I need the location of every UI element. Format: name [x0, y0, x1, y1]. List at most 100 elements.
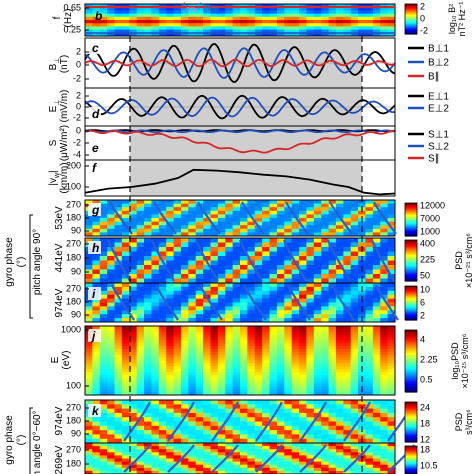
- heatmap-cell: [232, 200, 241, 205]
- colorbar-tick-label: 4: [420, 334, 425, 344]
- heatmap-cell: [151, 389, 160, 393]
- heatmap-cell: [240, 221, 248, 226]
- heatmap-cell: [107, 464, 116, 469]
- heatmap-cell: [144, 228, 152, 233]
- heatmap-cell: [121, 425, 130, 431]
- heatmap-cell: [144, 377, 152, 382]
- heatmap-cell: [284, 438, 293, 444]
- heatmap-cell: [335, 464, 344, 469]
- heatmap-cell: [107, 366, 116, 370]
- heatmap-cell: [188, 452, 197, 456]
- heatmap-cell: [121, 10, 130, 15]
- heatmap-cell: [85, 389, 93, 393]
- heatmap-cell: [372, 434, 381, 440]
- heatmap-cell: [136, 314, 145, 319]
- heatmap-cell: [180, 314, 189, 319]
- heatmap-cell: [262, 357, 271, 362]
- heatmap-cell: [107, 238, 116, 243]
- heatmap-cell: [217, 369, 226, 373]
- heatmap-cell: [284, 386, 293, 390]
- heatmap-cell: [188, 278, 197, 284]
- heatmap-cell: [387, 470, 396, 474]
- heatmap-cell: [166, 32, 175, 37]
- colorbar-step: [405, 434, 417, 436]
- heatmap-cell: [217, 265, 226, 270]
- heatmap-cell: [173, 369, 182, 373]
- heatmap-cell: [335, 383, 344, 387]
- heatmap-cell: [195, 290, 204, 296]
- heatmap-cell: [321, 23, 330, 27]
- heatmap-cell: [328, 228, 337, 233]
- colorbar-step: [405, 419, 417, 422]
- colorbar-step: [405, 427, 417, 430]
- heatmap-cell: [188, 232, 197, 237]
- heatmap-cell: [114, 265, 123, 270]
- heatmap-cell: [350, 294, 359, 300]
- heatmap-cell: [306, 464, 315, 469]
- colorbar-step: [405, 431, 417, 434]
- heatmap-cell: [262, 221, 271, 226]
- heatmap-cell: [99, 326, 108, 330]
- y-axis-unit: (mV/m): [59, 90, 70, 123]
- heatmap-cell: [158, 210, 167, 215]
- heatmap-cell: [121, 404, 130, 410]
- heatmap-cell: [262, 23, 271, 27]
- heatmap-cell: [203, 334, 211, 339]
- heatmap-cell: [136, 29, 145, 34]
- heatmap-cell: [121, 372, 130, 376]
- heatmap-cell: [254, 228, 263, 233]
- heatmap-cell: [358, 392, 366, 396]
- heatmap-cell: [335, 363, 344, 367]
- heatmap-cell: [232, 232, 241, 237]
- heatmap-cell: [232, 318, 241, 323]
- heatmap-cell: [203, 218, 211, 223]
- heatmap-cell: [195, 470, 204, 474]
- heatmap-cell: [180, 340, 189, 344]
- heatmap-cell: [262, 26, 271, 31]
- heatmap-cell: [217, 438, 226, 444]
- heatmap-cell: [247, 446, 256, 450]
- heatmap-cell: [365, 412, 374, 418]
- heatmap-cell: [85, 298, 93, 303]
- heatmap-cell: [284, 404, 293, 410]
- heatmap-cell: [151, 446, 160, 450]
- heatmap-cell: [247, 23, 256, 27]
- colorbar-step: [405, 340, 417, 343]
- heatmap-cell: [299, 326, 307, 330]
- heatmap-cell: [328, 326, 337, 330]
- heatmap-panel-b: [84, 3, 396, 37]
- heatmap-cell: [121, 314, 130, 319]
- heatmap-cell: [121, 251, 130, 257]
- heatmap-cell: [136, 467, 145, 472]
- heatmap-cell: [387, 349, 396, 353]
- heatmap-cell: [85, 369, 93, 373]
- heatmap-cell: [387, 207, 396, 212]
- line-panel-d: [84, 87, 396, 127]
- colorbar-step: [405, 304, 417, 306]
- heatmap-cell: [299, 446, 307, 450]
- heatmap-cell: [173, 363, 182, 367]
- heatmap-cell: [203, 372, 211, 376]
- heatmap-cell: [121, 363, 130, 367]
- heatmap-cell: [306, 10, 315, 15]
- heatmap-cell: [299, 26, 307, 31]
- heatmap-cell: [217, 389, 226, 393]
- heatmap-cell: [144, 247, 152, 252]
- heatmap-cell: [262, 318, 271, 323]
- heatmap-cell: [240, 310, 248, 315]
- heatmap-cell: [158, 32, 167, 37]
- heatmap-cell: [335, 392, 344, 396]
- heatmap-cell: [350, 425, 359, 431]
- heatmap-cell: [350, 467, 359, 472]
- heatmap-cell: [232, 380, 241, 385]
- heatmap-cell: [136, 232, 145, 237]
- heatmap-cell: [247, 360, 256, 364]
- heatmap-cell: [328, 218, 337, 223]
- heatmap-cell: [313, 349, 322, 353]
- heatmap-cell: [321, 318, 330, 323]
- heatmap-cell: [365, 404, 374, 410]
- heatmap-cell: [173, 16, 182, 21]
- heatmap-cell: [203, 221, 211, 226]
- heatmap-cell: [291, 392, 300, 396]
- heatmap-cell: [291, 265, 300, 270]
